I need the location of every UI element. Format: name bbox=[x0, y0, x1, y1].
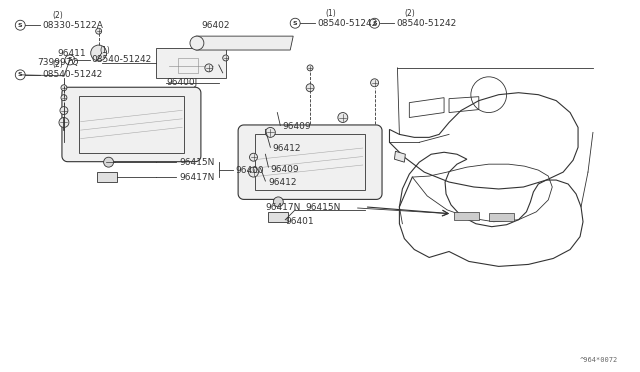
Text: 96411: 96411 bbox=[57, 48, 86, 58]
Text: 96415N: 96415N bbox=[179, 158, 214, 167]
Circle shape bbox=[307, 65, 313, 71]
Circle shape bbox=[306, 84, 314, 92]
Polygon shape bbox=[489, 213, 513, 221]
Text: 96412: 96412 bbox=[268, 177, 297, 186]
Text: 96412: 96412 bbox=[273, 144, 301, 153]
Text: S: S bbox=[18, 72, 22, 77]
Text: ^964*0072: ^964*0072 bbox=[579, 357, 618, 363]
Text: 08540-51242: 08540-51242 bbox=[396, 19, 457, 28]
Circle shape bbox=[370, 18, 380, 28]
Text: S: S bbox=[18, 23, 22, 28]
Circle shape bbox=[371, 79, 378, 87]
Text: 08540-51242: 08540-51242 bbox=[92, 55, 152, 64]
Text: 739997Q: 739997Q bbox=[37, 58, 79, 67]
Text: 96401: 96401 bbox=[285, 217, 314, 226]
Text: 96409: 96409 bbox=[270, 165, 299, 174]
Circle shape bbox=[61, 95, 67, 101]
Polygon shape bbox=[156, 48, 226, 78]
Text: 96400: 96400 bbox=[236, 166, 264, 174]
Polygon shape bbox=[454, 212, 479, 220]
Text: (2): (2) bbox=[52, 11, 63, 20]
Circle shape bbox=[248, 167, 259, 177]
Circle shape bbox=[15, 20, 25, 30]
Circle shape bbox=[266, 128, 275, 137]
Polygon shape bbox=[97, 172, 116, 182]
Text: 08540-51242: 08540-51242 bbox=[42, 70, 102, 79]
Circle shape bbox=[65, 55, 75, 65]
Text: S: S bbox=[293, 21, 298, 26]
Circle shape bbox=[91, 45, 107, 61]
Text: 96417N: 96417N bbox=[266, 203, 301, 212]
Circle shape bbox=[250, 153, 257, 161]
Polygon shape bbox=[238, 125, 382, 199]
Text: 96402: 96402 bbox=[201, 21, 229, 30]
Text: 96409: 96409 bbox=[282, 122, 311, 131]
Text: (2): (2) bbox=[52, 60, 63, 70]
Text: 08540-51242: 08540-51242 bbox=[317, 19, 377, 28]
Text: (2): (2) bbox=[404, 9, 415, 18]
Text: 96400J: 96400J bbox=[166, 78, 197, 87]
Circle shape bbox=[190, 36, 204, 50]
Text: S: S bbox=[68, 57, 72, 62]
Polygon shape bbox=[268, 212, 288, 222]
Circle shape bbox=[338, 113, 348, 122]
Circle shape bbox=[290, 18, 300, 28]
Text: 96415N: 96415N bbox=[305, 203, 340, 212]
Circle shape bbox=[223, 55, 228, 61]
Circle shape bbox=[61, 85, 67, 91]
Text: (1): (1) bbox=[100, 45, 111, 55]
Circle shape bbox=[96, 28, 102, 34]
Circle shape bbox=[59, 118, 69, 128]
Polygon shape bbox=[62, 87, 201, 162]
Circle shape bbox=[273, 197, 284, 207]
Polygon shape bbox=[394, 151, 405, 162]
Text: S: S bbox=[372, 21, 377, 26]
Text: 96417N: 96417N bbox=[179, 173, 214, 182]
Circle shape bbox=[205, 64, 213, 72]
Circle shape bbox=[104, 157, 113, 167]
Circle shape bbox=[60, 107, 68, 115]
Text: (1): (1) bbox=[325, 9, 336, 18]
Circle shape bbox=[15, 70, 25, 80]
Polygon shape bbox=[196, 36, 293, 50]
Text: 08330-5122A: 08330-5122A bbox=[42, 21, 103, 30]
